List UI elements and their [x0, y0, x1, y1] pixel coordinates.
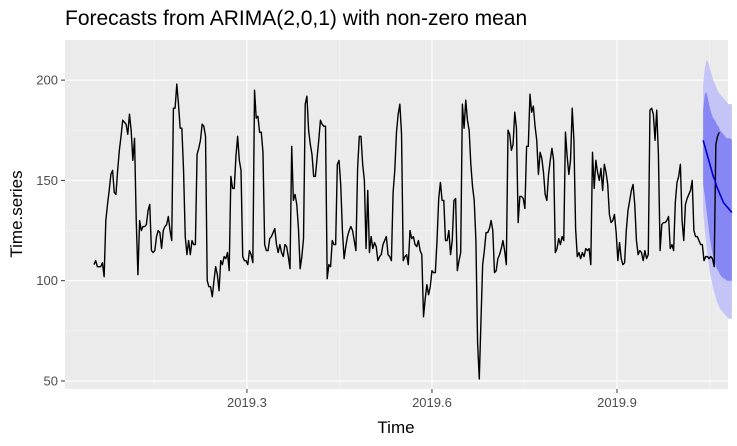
x-axis-title: Time [377, 418, 414, 437]
plot-panel [65, 40, 728, 389]
forecast-line [702, 140, 733, 214]
y-tick-label: 50 [44, 373, 58, 388]
history-line [93, 83, 720, 380]
y-tick-label: 100 [36, 273, 58, 288]
y-tick-label: 200 [36, 73, 58, 88]
chart-title: Forecasts from ARIMA(2,0,1) with non-zer… [65, 7, 527, 30]
y-tick-label: 150 [36, 173, 58, 188]
x-tick-label: 2019.3 [227, 395, 267, 410]
x-tick-label: 2019.6 [412, 395, 452, 410]
x-tick-label: 2019.9 [597, 395, 637, 410]
y-axis: 50 100 150 200 [36, 73, 65, 388]
x-axis: 2019.3 2019.6 2019.9 [227, 389, 637, 410]
series-lines [93, 83, 733, 380]
grid-major [65, 40, 728, 389]
y-axis-title: Time.series [7, 170, 26, 257]
